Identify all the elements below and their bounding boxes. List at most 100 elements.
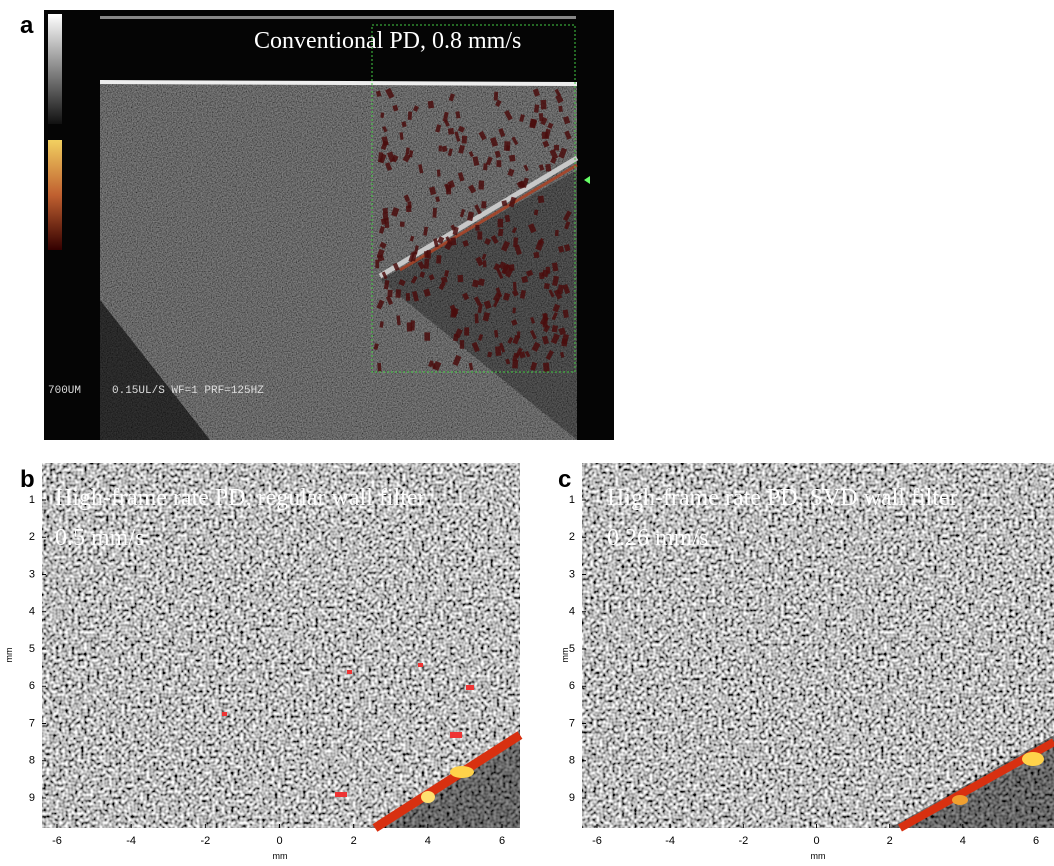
y-tick-label: 6 bbox=[569, 680, 575, 692]
y-tick-label: 9 bbox=[29, 792, 35, 804]
panel-title: High-frame rate PD, SVD wall filter bbox=[607, 485, 958, 511]
x-tick-label: -4 bbox=[126, 835, 136, 847]
speckle bbox=[539, 272, 544, 279]
x-tick-label: 0 bbox=[276, 835, 282, 847]
y-tick-label: 8 bbox=[569, 755, 575, 767]
x-tick-label: -6 bbox=[592, 835, 602, 847]
speckle bbox=[533, 252, 539, 258]
speckle bbox=[538, 196, 545, 204]
speckle bbox=[427, 250, 431, 258]
speckle bbox=[424, 332, 430, 340]
speckle bbox=[411, 320, 415, 330]
speckle bbox=[561, 338, 567, 346]
flow-hotspot bbox=[1022, 752, 1044, 766]
settings-text: 0.15UL/S WF=1 PRF=125HZ bbox=[112, 385, 264, 397]
x-tick-label: -2 bbox=[738, 835, 748, 847]
x-tick-label: -2 bbox=[200, 835, 210, 847]
speckle bbox=[383, 208, 388, 214]
y-tick-label: 7 bbox=[569, 717, 575, 729]
speckle bbox=[496, 160, 501, 167]
speckle bbox=[478, 181, 484, 190]
figure: Conventional PD, 0.8 mm/s 700UM 0.15UL/S… bbox=[0, 0, 1054, 866]
speckle bbox=[475, 225, 479, 231]
x-axis-label: mm bbox=[273, 851, 288, 861]
flow-hotspot bbox=[952, 795, 968, 805]
y-tick-label: 8 bbox=[29, 755, 35, 767]
speckle bbox=[377, 363, 381, 371]
speckle bbox=[498, 229, 504, 237]
scale-label: 700UM bbox=[48, 385, 81, 397]
y-tick-label: 2 bbox=[29, 531, 35, 543]
speckle bbox=[457, 275, 463, 282]
speckle bbox=[408, 111, 412, 119]
speckle bbox=[406, 293, 410, 301]
panel-subtitle: 0.26 mm/s bbox=[607, 525, 708, 551]
speckle bbox=[387, 290, 392, 297]
y-tick-label: 3 bbox=[569, 568, 575, 580]
y-axis-label: mm bbox=[4, 648, 14, 663]
speckle bbox=[347, 670, 352, 674]
image bbox=[42, 463, 520, 828]
panel-c: High-frame rate PD, SVD wall filter 0.26… bbox=[558, 463, 1054, 861]
speckle bbox=[483, 260, 486, 267]
y-tick-label: 1 bbox=[569, 494, 575, 506]
speckle bbox=[450, 732, 462, 738]
panel-a: Conventional PD, 0.8 mm/s 700UM 0.15UL/S… bbox=[20, 10, 614, 440]
panel-label: b bbox=[20, 466, 35, 493]
speckle bbox=[375, 260, 379, 269]
speckle bbox=[494, 92, 498, 101]
y-tick-label: 1 bbox=[29, 494, 35, 506]
y-tick-label: 4 bbox=[569, 606, 575, 618]
speckle bbox=[545, 164, 551, 172]
speckle bbox=[509, 155, 515, 162]
speckle bbox=[541, 100, 547, 110]
speckle bbox=[432, 208, 436, 218]
speckle bbox=[544, 283, 550, 289]
x-tick-label: 4 bbox=[960, 835, 966, 847]
speckle bbox=[498, 219, 504, 228]
speckle bbox=[448, 128, 454, 135]
speckle bbox=[534, 210, 538, 216]
speckle bbox=[439, 146, 442, 152]
speckle bbox=[335, 792, 347, 797]
y-tick-label: 3 bbox=[29, 568, 35, 580]
speckle bbox=[513, 282, 516, 291]
speckle bbox=[464, 327, 469, 335]
y-tick-label: 6 bbox=[29, 680, 35, 692]
speckle bbox=[460, 340, 464, 349]
panel-label: a bbox=[20, 12, 34, 39]
speckle bbox=[384, 218, 389, 228]
panel-title: Conventional PD, 0.8 mm/s bbox=[254, 28, 521, 54]
speckle bbox=[222, 712, 227, 716]
color-scale-bar bbox=[48, 140, 62, 250]
speckle bbox=[481, 201, 486, 208]
panel-label: c bbox=[558, 466, 571, 493]
x-tick-label: -6 bbox=[52, 835, 62, 847]
speckle bbox=[495, 346, 501, 356]
y-axis-label: mm bbox=[560, 648, 570, 663]
speckle bbox=[477, 231, 482, 239]
speckle bbox=[475, 314, 479, 324]
speckle bbox=[555, 230, 559, 236]
y-tick-label: 4 bbox=[29, 606, 35, 618]
y-tick-label: 5 bbox=[29, 643, 35, 655]
speckle bbox=[512, 360, 518, 369]
x-axis-label: mm bbox=[811, 851, 826, 861]
gray-scale-bar bbox=[48, 14, 62, 124]
speckle bbox=[544, 314, 548, 322]
speckle bbox=[483, 163, 488, 170]
x-tick-label: -4 bbox=[665, 835, 675, 847]
flow-hotspot bbox=[421, 791, 435, 803]
speckle bbox=[395, 289, 401, 298]
speckle bbox=[418, 663, 423, 667]
page: Conventional PD, 0.8 mm/s 700UM 0.15UL/S… bbox=[0, 0, 1054, 866]
panel-title: High-frame rate PD, regular wall filter bbox=[55, 485, 426, 511]
speckle bbox=[436, 255, 441, 264]
x-tick-label: 6 bbox=[499, 835, 505, 847]
top-bar bbox=[100, 16, 576, 19]
speckle bbox=[554, 145, 559, 151]
x-tick-label: 4 bbox=[425, 835, 431, 847]
speckle bbox=[406, 205, 412, 212]
x-tick-label: 0 bbox=[813, 835, 819, 847]
y-tick-label: 2 bbox=[569, 531, 575, 543]
